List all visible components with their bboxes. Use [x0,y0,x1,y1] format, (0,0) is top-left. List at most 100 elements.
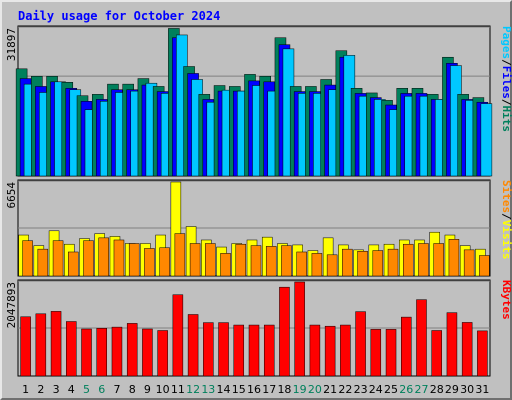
x-tick-label-20: 20 [308,383,322,396]
x-tick-label-23: 23 [354,383,368,396]
legend: KBytes [500,280,512,320]
bar-kbytes-day-5 [81,328,92,377]
bar-kbytes-day-11 [172,294,184,377]
bar-sites-day-13 [205,243,216,277]
bar-sites-day-17 [265,246,277,277]
x-tick-label-11: 11 [171,383,185,396]
bar-sites-day-24 [372,250,384,277]
bar-sites-day-12 [189,243,201,277]
x-tick-label-19: 19 [293,383,307,396]
x-tick-label-17: 17 [262,383,276,396]
legend-item-1: / [500,213,512,220]
bar-kbytes-day-23 [355,311,366,377]
bar-kbytes-day-16 [248,324,260,377]
legend-item-2: Files [500,66,512,99]
x-tick-label-16: 16 [247,383,261,396]
bar-sites-day-21 [326,254,338,277]
legend-item-2: Visits [500,220,512,260]
bar-sites-day-14 [220,253,231,277]
bar-sites-day-20 [311,253,323,277]
x-tick-label-29: 29 [445,383,459,396]
x-tick-label-6: 6 [98,383,105,396]
bar-sites-day-29 [448,239,460,277]
legend-item-3: / [500,99,512,106]
bar-kbytes-day-10 [157,330,168,377]
bar-pages-day-31 [480,103,493,177]
x-tick-label-12: 12 [186,383,200,396]
bar-sites-day-25 [387,248,399,277]
bar-kbytes-day-21 [324,325,336,377]
bar-kbytes-day-6 [96,328,107,377]
bar-kbytes-day-4 [66,321,77,377]
bar-kbytes-day-3 [50,311,62,377]
x-tick-label-15: 15 [232,383,246,396]
x-tick-label-10: 10 [156,383,170,396]
chart-title: Daily usage for October 2024 [18,9,220,23]
bar-sites-day-9 [144,248,155,277]
panel-top: 31897 Pages/Files/Hits [5,25,512,177]
bar-kbytes-day-24 [370,329,382,377]
bar-sites-day-30 [463,249,475,277]
bar-sites-day-28 [433,243,444,277]
x-tick-label-24: 24 [369,383,383,396]
bar-sites-day-3 [52,240,64,277]
bar-kbytes-day-7 [111,326,123,377]
bar-kbytes-day-14 [218,322,229,377]
x-tick-label-14: 14 [217,383,231,396]
x-tick-label-1: 1 [22,383,29,396]
bar-kbytes-day-15 [233,324,245,377]
bar-sites-day-7 [113,239,125,277]
y-axis-max-label: 2047893 [5,282,18,328]
x-tick-label-31: 31 [475,383,489,396]
x-tick-label-3: 3 [53,383,60,396]
x-tick-label-26: 26 [399,383,413,396]
bar-sites-day-23 [357,251,368,277]
bar-sites-day-15 [235,243,247,277]
x-tick-label-2: 2 [37,383,44,396]
x-tick-label-9: 9 [144,383,151,396]
bar-kbytes-day-19 [294,281,305,377]
x-tick-label-25: 25 [384,383,398,396]
x-tick-label-7: 7 [113,383,120,396]
bar-kbytes-day-8 [126,323,138,377]
bar-sites-day-4 [68,251,79,277]
legend-item-0: Sites [500,180,512,213]
x-tick-label-30: 30 [460,383,474,396]
bar-kbytes-day-1 [20,316,31,377]
bar-sites-day-1 [22,240,33,277]
legend: Pages/Files/Hits [500,26,512,132]
bar-sites-day-16 [250,245,262,277]
x-tick-label-4: 4 [68,383,75,396]
x-tick-label-27: 27 [414,383,428,396]
y-axis-max-label: 6654 [5,182,18,209]
bar-sites-day-2 [37,248,49,277]
bar-kbytes-day-25 [385,329,397,377]
bar-sites-day-19 [296,251,307,277]
legend-item-4: Hits [500,106,512,133]
bar-kbytes-day-28 [431,330,442,377]
bar-kbytes-day-22 [340,324,351,377]
bar-sites-day-18 [281,245,292,277]
bar-kbytes-day-26 [401,316,412,377]
bar-sites-day-5 [83,240,94,277]
bar-kbytes-day-31 [477,330,488,377]
bar-kbytes-day-2 [35,313,47,377]
bar-kbytes-day-13 [203,322,214,377]
bar-kbytes-day-20 [309,324,321,377]
x-tick-label-18: 18 [277,383,291,396]
x-tick-label-5: 5 [83,383,90,396]
bar-sites-day-26 [403,243,414,277]
x-tick-label-13: 13 [201,383,215,396]
bar-kbytes-day-29 [446,312,458,377]
bar-sites-day-8 [128,243,140,277]
legend-item-0: Pages [500,26,512,59]
x-tick-label-21: 21 [323,383,337,396]
bar-kbytes-day-9 [142,328,153,377]
y-axis-max-label: 31897 [5,28,18,61]
bar-sites-day-11 [174,233,186,277]
legend: Sites/Visits [500,180,512,260]
bar-sites-day-6 [98,237,109,277]
